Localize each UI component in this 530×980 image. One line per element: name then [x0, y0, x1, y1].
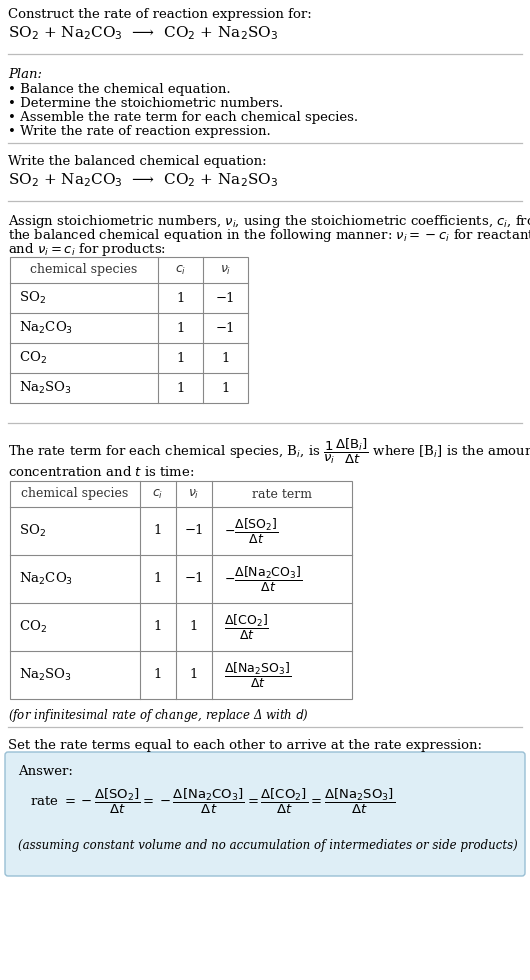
Text: 1: 1 — [190, 668, 198, 681]
Text: −1: −1 — [216, 321, 235, 334]
Text: • Assemble the rate term for each chemical species.: • Assemble the rate term for each chemic… — [8, 111, 358, 124]
Text: Set the rate terms equal to each other to arrive at the rate expression:: Set the rate terms equal to each other t… — [8, 739, 482, 752]
Text: Na$_2$SO$_3$: Na$_2$SO$_3$ — [19, 380, 72, 396]
Text: Construct the rate of reaction expression for:: Construct the rate of reaction expressio… — [8, 8, 312, 21]
Bar — [10, 481, 352, 699]
Text: −1: −1 — [216, 291, 235, 305]
Text: Assign stoichiometric numbers, $\nu_i$, using the stoichiometric coefficients, $: Assign stoichiometric numbers, $\nu_i$, … — [8, 213, 530, 230]
Text: and $\nu_i = c_i$ for products:: and $\nu_i = c_i$ for products: — [8, 241, 166, 258]
Text: Na$_2$SO$_3$: Na$_2$SO$_3$ — [19, 667, 72, 683]
Text: SO$_2$ + Na$_2$CO$_3$  ⟶  CO$_2$ + Na$_2$SO$_3$: SO$_2$ + Na$_2$CO$_3$ ⟶ CO$_2$ + Na$_2$S… — [8, 171, 278, 189]
Text: (assuming constant volume and no accumulation of intermediates or side products): (assuming constant volume and no accumul… — [18, 839, 518, 852]
Text: $\nu_i$: $\nu_i$ — [188, 487, 200, 501]
Text: Na$_2$CO$_3$: Na$_2$CO$_3$ — [19, 319, 73, 336]
Text: SO$_2$ + Na$_2$CO$_3$  ⟶  CO$_2$ + Na$_2$SO$_3$: SO$_2$ + Na$_2$CO$_3$ ⟶ CO$_2$ + Na$_2$S… — [8, 24, 278, 42]
Text: SO$_2$: SO$_2$ — [19, 523, 46, 539]
Text: 1: 1 — [176, 321, 184, 334]
Text: Na$_2$CO$_3$: Na$_2$CO$_3$ — [19, 571, 73, 587]
Text: CO$_2$: CO$_2$ — [19, 350, 47, 367]
Text: rate term: rate term — [252, 487, 312, 501]
Text: 1: 1 — [222, 352, 229, 365]
Text: $\dfrac{\Delta[\mathrm{Na_2SO_3}]}{\Delta t}$: $\dfrac{\Delta[\mathrm{Na_2SO_3}]}{\Delt… — [224, 661, 291, 690]
Text: Plan:: Plan: — [8, 68, 42, 81]
Text: $-\dfrac{\Delta[\mathrm{Na_2CO_3}]}{\Delta t}$: $-\dfrac{\Delta[\mathrm{Na_2CO_3}]}{\Del… — [224, 564, 303, 594]
Text: rate $= -\dfrac{\Delta[\mathrm{SO_2}]}{\Delta t} = -\dfrac{\Delta[\mathrm{Na_2CO: rate $= -\dfrac{\Delta[\mathrm{SO_2}]}{\… — [30, 787, 395, 816]
Text: 1: 1 — [154, 620, 162, 633]
Text: concentration and $t$ is time:: concentration and $t$ is time: — [8, 465, 195, 479]
Text: $c_i$: $c_i$ — [175, 264, 186, 276]
Bar — [10, 257, 248, 403]
Text: 1: 1 — [154, 524, 162, 537]
Text: 1: 1 — [176, 291, 184, 305]
Text: 1: 1 — [154, 572, 162, 585]
Text: chemical species: chemical species — [21, 487, 129, 501]
Text: Answer:: Answer: — [18, 765, 73, 778]
Text: $-\dfrac{\Delta[\mathrm{SO_2}]}{\Delta t}$: $-\dfrac{\Delta[\mathrm{SO_2}]}{\Delta t… — [224, 516, 279, 546]
Text: −1: −1 — [184, 524, 204, 537]
Text: The rate term for each chemical species, B$_i$, is $\dfrac{1}{\nu_i}\dfrac{\Delt: The rate term for each chemical species,… — [8, 437, 530, 466]
Text: 1: 1 — [190, 620, 198, 633]
Text: (for infinitesimal rate of change, replace Δ with $d$): (for infinitesimal rate of change, repla… — [8, 707, 309, 724]
FancyBboxPatch shape — [5, 752, 525, 876]
Text: 1: 1 — [176, 381, 184, 395]
Text: chemical species: chemical species — [30, 264, 138, 276]
Text: the balanced chemical equation in the following manner: $\nu_i = -c_i$ for react: the balanced chemical equation in the fo… — [8, 227, 530, 244]
Text: Write the balanced chemical equation:: Write the balanced chemical equation: — [8, 155, 267, 168]
Text: • Write the rate of reaction expression.: • Write the rate of reaction expression. — [8, 125, 271, 138]
Text: CO$_2$: CO$_2$ — [19, 619, 47, 635]
Text: • Balance the chemical equation.: • Balance the chemical equation. — [8, 83, 231, 96]
Bar — [10, 257, 248, 403]
Text: • Determine the stoichiometric numbers.: • Determine the stoichiometric numbers. — [8, 97, 283, 110]
Bar — [10, 481, 352, 699]
Text: 1: 1 — [222, 381, 229, 395]
Text: −1: −1 — [184, 572, 204, 585]
Text: 1: 1 — [176, 352, 184, 365]
Text: $\nu_i$: $\nu_i$ — [220, 264, 231, 276]
Text: $c_i$: $c_i$ — [152, 487, 164, 501]
Text: $\dfrac{\Delta[\mathrm{CO_2}]}{\Delta t}$: $\dfrac{\Delta[\mathrm{CO_2}]}{\Delta t}… — [224, 612, 269, 642]
Text: SO$_2$: SO$_2$ — [19, 290, 46, 306]
Text: 1: 1 — [154, 668, 162, 681]
